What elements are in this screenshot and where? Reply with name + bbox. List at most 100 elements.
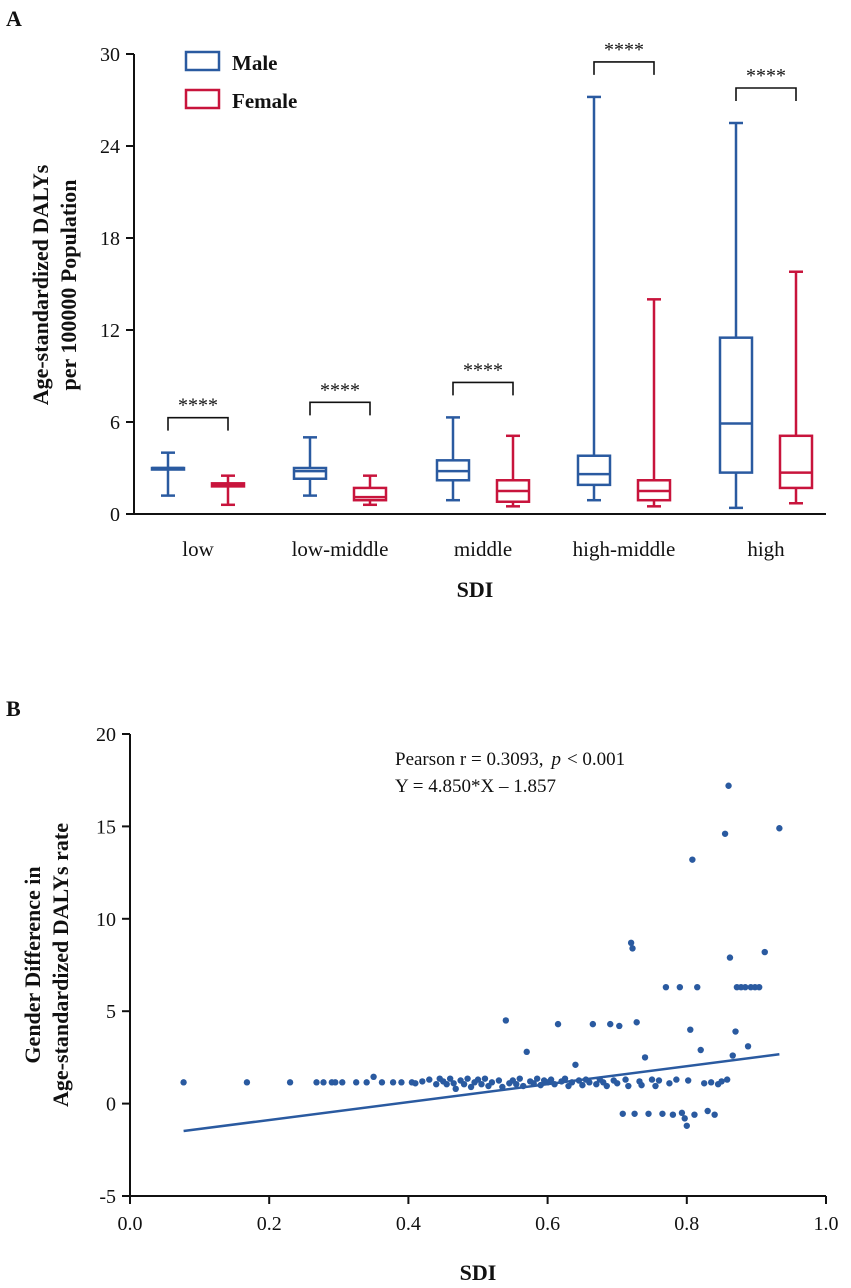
scatter-point [676, 983, 684, 991]
panel-a-category-label: middle [454, 537, 512, 561]
significance-label: **** [178, 395, 218, 417]
significance-label: **** [320, 379, 360, 401]
scatter-point [761, 948, 768, 956]
scatter-point [732, 1028, 739, 1035]
panel-a-category-label: low-middle [292, 537, 389, 561]
significance-bracket [735, 87, 797, 101]
significance-bracket [593, 61, 655, 75]
scatter-point [443, 1080, 450, 1088]
panel-b-y-tick-label: 5 [106, 1001, 116, 1023]
scatter-point [426, 1076, 433, 1083]
panel-b-y-tick-label: -5 [99, 1186, 116, 1208]
pearson-annotation: Pearson r = 0.3093, p < 0.001 [395, 749, 625, 770]
panel-b-x-tick-label: 0.2 [257, 1213, 282, 1235]
panel-b-x-tick-label: 0.8 [674, 1213, 699, 1235]
scatter-point [593, 1080, 600, 1088]
scatter-point [419, 1078, 426, 1085]
scatter-point [755, 983, 763, 991]
scatter-point [648, 1076, 656, 1083]
significance-bracket [452, 381, 514, 396]
legend-male-label: Male [232, 51, 277, 75]
scatter-point [627, 939, 635, 947]
female-box [778, 434, 814, 490]
scatter-point [481, 1075, 489, 1082]
panel-b-x-tick-label: 0.6 [535, 1213, 560, 1235]
scatter-point [633, 1019, 640, 1026]
scatter-point [684, 1077, 692, 1084]
panel-a-y-title-line-2: per 100000 Population [56, 179, 81, 390]
scatter-point [659, 1110, 666, 1117]
panel-a-y-tick-label: 24 [100, 136, 120, 158]
scatter-point [474, 1076, 482, 1083]
scatter-point [707, 1079, 715, 1086]
legend-female-swatch [184, 88, 221, 110]
significance-label: **** [463, 359, 503, 381]
scatter-point [339, 1079, 346, 1086]
scatter-point [721, 830, 729, 837]
scatter-point [446, 1075, 454, 1082]
panel-b-y-title-line-2: Age-standardized DALYs rate [48, 823, 73, 1107]
scatter-point [666, 1080, 673, 1087]
significance-bracket [167, 416, 229, 431]
legend-female-label: Female [232, 89, 297, 113]
male-box [576, 454, 612, 487]
scatter-point [180, 1079, 187, 1086]
panel-b-y-tick-label: 20 [96, 724, 116, 746]
scatter-point [729, 1052, 736, 1059]
scatter-point [744, 1043, 752, 1050]
panel-a-y-tick-label: 12 [100, 320, 120, 342]
panel-a-category-label: low [182, 537, 214, 561]
scatter-point [363, 1079, 370, 1086]
scatter-point [669, 1111, 677, 1118]
panel-b-scatter: -5 0 5 10 15 20 0.0 0.2 0.4 0.6 0.8 1.0 [96, 724, 839, 1235]
scatter-point [313, 1079, 320, 1086]
panel-a-y-tick-label: 18 [100, 228, 120, 250]
scatter-point [711, 1111, 718, 1118]
panel-b-letter: B [6, 696, 21, 721]
scatter-point [603, 1082, 610, 1090]
scatter-point [614, 1080, 621, 1087]
panel-a-y-tick-label: 6 [110, 412, 120, 434]
scatter-point [694, 983, 701, 991]
scatter-point [523, 1048, 530, 1056]
scatter-point [607, 1020, 614, 1028]
panel-a-y-tick-label: 30 [100, 44, 120, 66]
panel-b-y-axis-title: Gender Difference in Age-standardized DA… [20, 823, 73, 1107]
scatter-point [726, 954, 734, 961]
panel-a-y-title-line-1: Age-standardized DALYs [28, 164, 53, 405]
scatter-point [464, 1075, 471, 1082]
scatter-point [673, 1076, 680, 1083]
p-symbol: p [549, 749, 561, 770]
female-box [352, 486, 388, 502]
scatter-point [678, 1109, 686, 1117]
scatter-point [683, 1122, 690, 1129]
scatter-point [286, 1079, 294, 1086]
scatter-point [561, 1075, 569, 1082]
scatter-point [631, 1110, 638, 1117]
panel-a-boxplot: 0 6 12 18 24 30 low **** low-middle **** middle ***… [100, 39, 826, 561]
scatter-point [589, 1020, 597, 1028]
scatter-point [655, 1077, 663, 1084]
scatter-point [412, 1080, 419, 1087]
panel-b-x-axis-title: SDI [460, 1260, 497, 1285]
p-value: < 0.001 [567, 749, 625, 770]
scatter-point [662, 983, 670, 991]
scatter-point [652, 1082, 659, 1090]
scatter-point [586, 1079, 593, 1086]
scatter-point [689, 856, 696, 863]
panel-a-x-axis-title: SDI [457, 577, 494, 602]
scatter-point [776, 825, 783, 832]
male-box [718, 336, 754, 474]
scatter-point [718, 1078, 725, 1085]
panel-b-x-tick-label: 0.4 [396, 1213, 421, 1235]
scatter-point [460, 1080, 468, 1088]
scatter-point [452, 1085, 459, 1093]
panel-a-letter: A [6, 6, 22, 31]
panel-b-x-tick-label: 1.0 [814, 1213, 839, 1235]
scatter-point [370, 1073, 377, 1081]
scatter-point [513, 1080, 520, 1088]
significance-label: **** [604, 39, 644, 61]
scatter-point [641, 1054, 649, 1061]
scatter-point [467, 1083, 475, 1091]
